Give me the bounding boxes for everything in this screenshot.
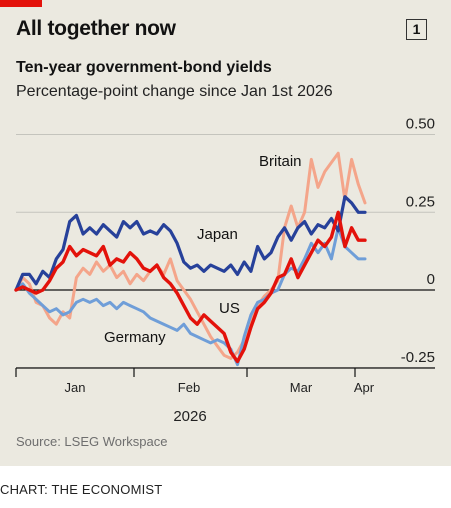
chart-credit: CHART: THE ECONOMIST	[0, 482, 163, 497]
chart-subtitle: Ten-year government-bond yields	[16, 59, 272, 76]
x-axis-year-label: 2026	[173, 408, 206, 425]
y-tick-label: 0	[427, 271, 435, 288]
chart-title: All together now	[16, 17, 176, 40]
x-tick-label: Mar	[290, 380, 313, 395]
chart-number-badge: 1	[406, 19, 427, 40]
series-label-germany: Germany	[104, 329, 166, 346]
x-tick-label: Jan	[65, 380, 86, 395]
series-label-us: US	[219, 300, 240, 317]
brand-tab	[0, 0, 42, 7]
y-tick-label: -0.25	[401, 349, 435, 366]
series-label-britain: Britain	[259, 153, 302, 170]
series-line-japan	[14, 195, 367, 292]
x-tick-label: Apr	[354, 380, 375, 395]
y-tick-label: 0.50	[406, 116, 435, 133]
y-tick-label: 0.25	[406, 193, 435, 210]
source-note: Source: LSEG Workspace	[16, 434, 168, 449]
series-label-japan: Japan	[197, 226, 238, 243]
chart-card: All together now 1 Ten-year government-b…	[0, 0, 451, 466]
line-chart: 0.50 0.25 0 -0.25 Jan Feb Mar Apr 2026 Britain Jap…	[14, 116, 435, 425]
series-line-britain	[14, 151, 367, 360]
series-line-germany	[14, 226, 367, 367]
series-line-us	[14, 210, 367, 364]
chart-description: Percentage-point change since Jan 1st 20…	[16, 83, 333, 100]
x-tick-label: Feb	[178, 380, 200, 395]
